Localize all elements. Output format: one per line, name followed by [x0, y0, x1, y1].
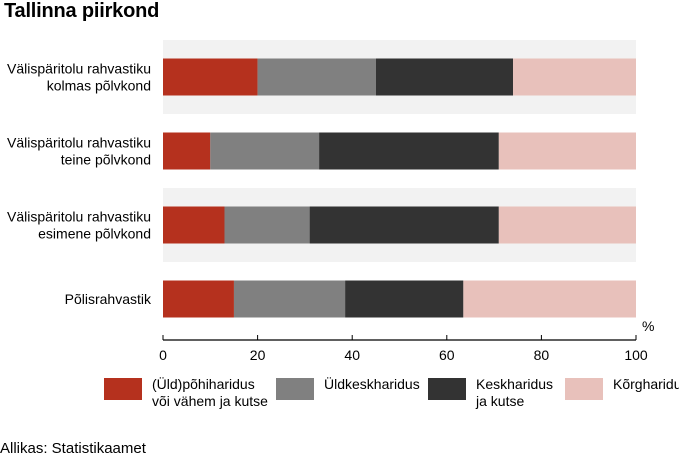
legend-swatch: [428, 378, 466, 400]
legend: (Üld)põhiharidus või vähem ja kutse Üldke…: [0, 376, 679, 426]
bar-segment: [375, 58, 514, 96]
legend-swatch: [104, 378, 142, 400]
x-tick-label: 60: [439, 347, 455, 363]
category-label: Välispäritolu rahvastiku esimene põlvkond: [7, 209, 151, 242]
bar-segment: [345, 280, 464, 318]
x-tick-label: 20: [250, 347, 266, 363]
legend-label: Kõrgharidus: [613, 376, 679, 392]
x-tick-label: 80: [534, 347, 550, 363]
legend-label: (Üld)põhiharidus või vähem ja kutse: [152, 376, 268, 409]
x-tick-label: 40: [344, 347, 360, 363]
x-axis: 0 20 40 60 80 100%: [159, 318, 654, 363]
stacked-bar-chart: Välispäritolu rahvastiku kolmas põlvkond V…: [7, 40, 654, 363]
bar-segment: [163, 58, 258, 96]
bar-segment: [498, 206, 636, 244]
bar-segment: [463, 280, 636, 318]
legend-label: Keskharidus ja kutse: [476, 376, 554, 409]
category-label: Põlisrahvastik: [65, 291, 152, 307]
legend-label: Üldkeskharidus: [324, 376, 420, 392]
category-labels: Välispäritolu rahvastiku kolmas põlvkond V…: [7, 61, 152, 308]
source-note: Allikas: Statistikaamet: [0, 440, 146, 457]
category-label: Välispäritolu rahvastiku teine põlvkond: [7, 135, 151, 168]
x-tick-label: 100: [624, 347, 648, 363]
bar-segment: [163, 132, 211, 170]
bars: [163, 58, 636, 318]
category-label: Välispäritolu rahvastiku kolmas põlvkond: [7, 61, 151, 94]
bar-segment: [224, 206, 310, 244]
bar-segment: [233, 280, 346, 318]
bar-segment: [319, 132, 499, 170]
bar-segment: [513, 58, 636, 96]
legend-item: (Üld)põhiharidus või vähem ja kutse: [104, 376, 268, 410]
bar-segment: [163, 280, 234, 318]
legend-swatch: [565, 378, 603, 400]
x-tick-label: 0: [159, 347, 167, 363]
chart-title: Tallinna piirkond: [4, 0, 160, 22]
bar-segment: [163, 206, 225, 244]
bar-segment: [210, 132, 320, 170]
legend-swatch: [276, 378, 314, 400]
bar-segment: [498, 132, 636, 170]
legend-item: Kõrgharidus: [565, 376, 679, 400]
bar-segment: [309, 206, 499, 244]
legend-item: Keskharidus ja kutse: [428, 376, 553, 410]
legend-item: Üldkeskharidus: [276, 376, 420, 400]
x-unit-label: %: [642, 318, 654, 334]
bar-segment: [257, 58, 376, 96]
